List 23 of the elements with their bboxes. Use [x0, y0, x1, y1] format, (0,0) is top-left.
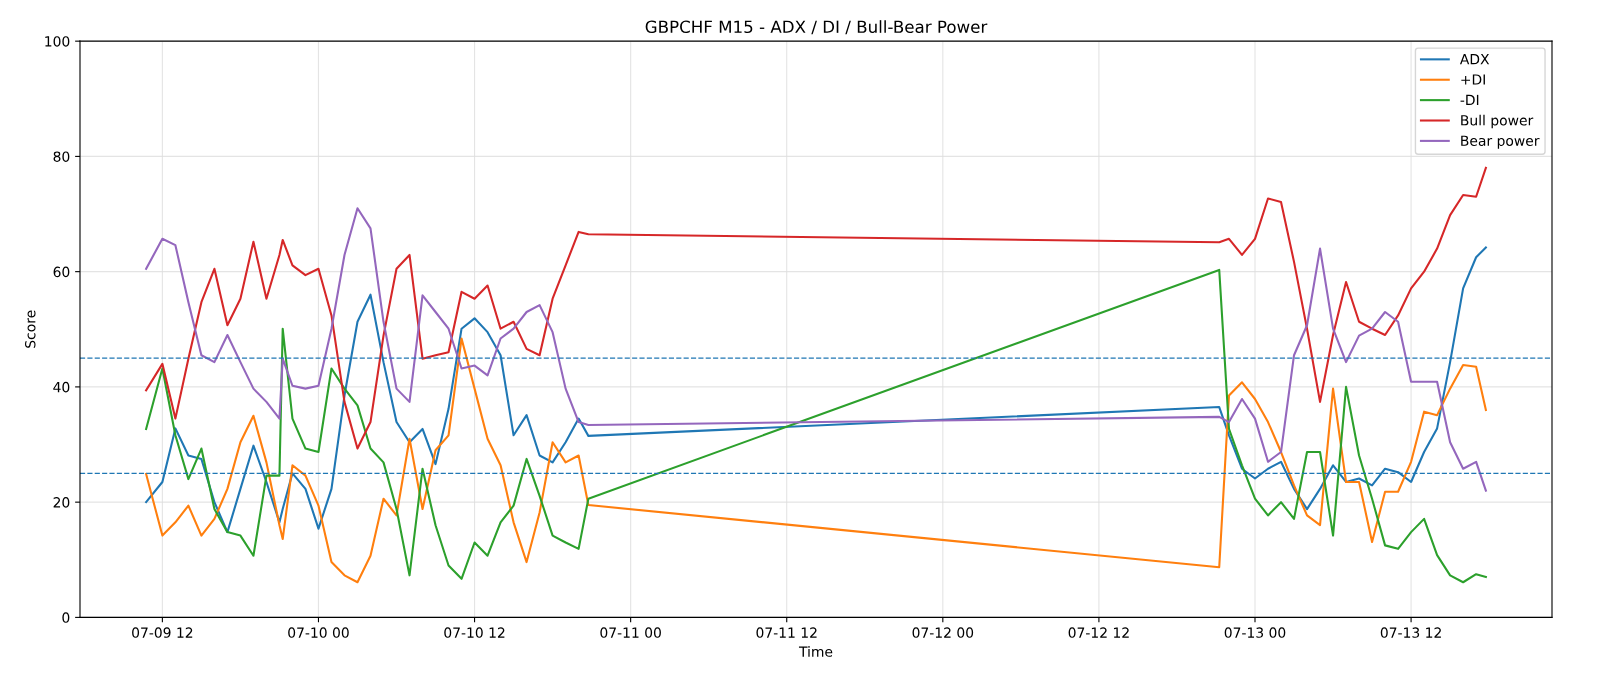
x-tick-label: 07-09 12 [132, 627, 193, 638]
legend-label: Bull power [1461, 114, 1534, 129]
y-tick-label: 80 [53, 151, 70, 162]
legend-label: -DI [1460, 94, 1479, 105]
legend-label: Bear power [1461, 135, 1540, 149]
x-tick-label: 07-10 00 [288, 627, 349, 638]
y-axis-title: Score [25, 310, 36, 348]
x-tick-label: 07-12 00 [912, 627, 974, 638]
x-tick-label: 07-13 00 [1224, 627, 1286, 638]
legend-label: ADX [1459, 54, 1490, 65]
x-tick-label: 07-10 12 [444, 627, 505, 638]
x-tick-label: 07-11 12 [756, 627, 817, 638]
y-tick-label: 40 [53, 381, 70, 393]
chart-title: GBPCHF M15 - ADX / DI / Bull-Bear Power [645, 20, 988, 35]
legend-label: +DI [1461, 74, 1485, 85]
x-tick-label: 07-11 00 [600, 627, 661, 638]
y-tick-label: 100 [45, 36, 70, 47]
y-tick-label: 20 [53, 497, 70, 508]
y-tick-label: 60 [53, 266, 70, 278]
x-tick-label: 07-12 12 [1068, 627, 1129, 638]
y-tick-label: 0 [62, 612, 70, 623]
x-axis-title: Time [798, 646, 833, 657]
x-tick-label: 07-13 12 [1380, 627, 1441, 638]
